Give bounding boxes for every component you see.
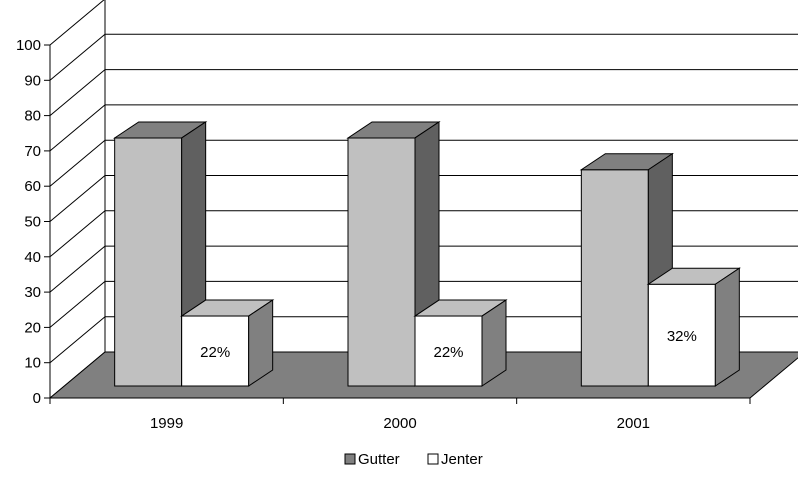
data-label: 32% (667, 328, 697, 345)
gridline-side (49, 0, 105, 46)
gridline-side (49, 139, 106, 187)
legend-swatch-jenter (427, 453, 439, 465)
y-tick-label: 30 (24, 284, 41, 301)
gridline-side (49, 104, 106, 152)
bar-front-face (580, 169, 649, 387)
bar-side-face (481, 299, 507, 387)
bar-front-face (114, 137, 183, 387)
bar-front-face (347, 137, 416, 387)
gridline-side (49, 175, 106, 222)
axes: 0 10 20 30 40 50 60 70 80 90 100 1999 2000 2001 (16, 37, 751, 432)
bar-front-face (414, 315, 483, 387)
gridline-side (49, 210, 106, 258)
data-label: 22% (433, 344, 463, 361)
data-label: 22% (200, 344, 230, 361)
y-tick-label: 100 (16, 37, 41, 54)
x-tick-label: 2001 (617, 415, 650, 432)
legend-label-gutter: Gutter (358, 451, 400, 468)
x-tick-label: 1999 (150, 415, 183, 432)
legend: Gutter Jenter (344, 451, 483, 468)
legend-label-jenter: Jenter (441, 451, 483, 468)
bar-jenter-1999: 22% (180, 299, 275, 387)
y-tick-label: 40 (24, 249, 41, 266)
y-tick-label: 0 (33, 390, 41, 407)
y-tick-label: 10 (24, 355, 41, 372)
bar-side-face (714, 267, 740, 387)
gridline-side (49, 33, 106, 81)
bar-front-face (647, 283, 716, 387)
y-tick-label: 70 (24, 143, 41, 160)
legend-swatch-gutter (344, 453, 356, 465)
bars: 22% 22% 32% (113, 121, 741, 387)
y-tick-label: 20 (24, 319, 41, 336)
y-tick-label: 90 (24, 72, 41, 89)
y-tick-label: 80 (24, 108, 41, 125)
bar-jenter-2000: 22% (413, 299, 508, 387)
bar-jenter-2001: 32% (646, 267, 741, 387)
x-tick-label: 2000 (383, 415, 416, 432)
gridline-side (49, 281, 106, 328)
gridline-side (49, 69, 106, 116)
y-tick-label: 50 (24, 214, 41, 231)
y-tick-label: 60 (24, 178, 41, 195)
gridline-side (49, 245, 106, 293)
bar-side-face (248, 299, 274, 387)
gridline-side (49, 316, 106, 364)
